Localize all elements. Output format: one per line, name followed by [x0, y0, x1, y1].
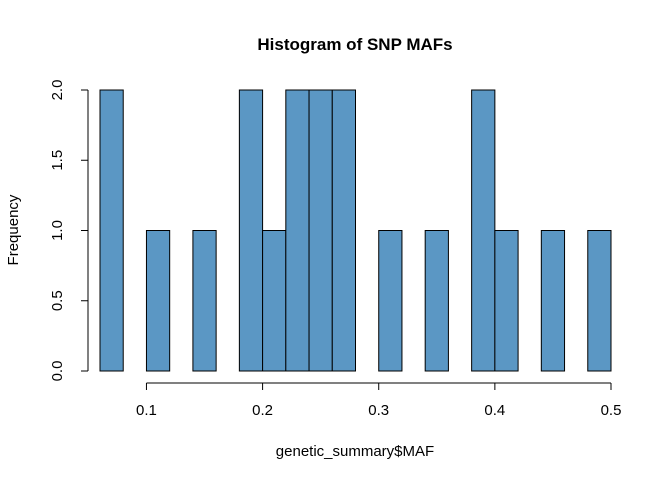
- y-tick-label: 2.0: [49, 80, 66, 101]
- y-tick-label: 0.5: [49, 290, 66, 311]
- histogram-bar: [378, 230, 403, 372]
- histogram-bar: [494, 230, 519, 372]
- histogram-bar: [587, 230, 612, 372]
- histogram-bar: [145, 230, 171, 372]
- y-tick-label: 0.0: [49, 361, 66, 382]
- x-axis: 0.1 0.2 0.3 0.4 0.5: [136, 382, 622, 419]
- bars-group: [99, 89, 612, 372]
- x-tick-label: 0.1: [136, 402, 157, 419]
- histogram-bar: [331, 89, 357, 372]
- x-tick-label: 0.4: [484, 402, 505, 419]
- chart-title: Histogram of SNP MAFs: [257, 35, 452, 54]
- histogram-bar: [308, 89, 333, 372]
- histogram-bar: [471, 89, 496, 372]
- x-tick-label: 0.3: [368, 402, 389, 419]
- y-tick-label: 1.0: [49, 220, 66, 241]
- histogram-bar: [238, 89, 264, 372]
- histogram-bar: [540, 230, 566, 372]
- histogram-bar: [262, 230, 287, 372]
- histogram-bar: [99, 89, 124, 372]
- y-axis-label: Frequency: [5, 194, 22, 265]
- x-tick-label: 0.5: [601, 402, 622, 419]
- histogram-bar: [192, 230, 217, 372]
- x-axis-label: genetic_summary$MAF: [276, 443, 434, 460]
- x-tick-label: 0.2: [252, 402, 273, 419]
- y-axis: 0.0 0.5 1.0 1.5 2.0: [49, 80, 89, 382]
- histogram-bar: [424, 230, 449, 372]
- histogram-bar: [285, 89, 310, 372]
- y-tick-label: 1.5: [49, 150, 66, 171]
